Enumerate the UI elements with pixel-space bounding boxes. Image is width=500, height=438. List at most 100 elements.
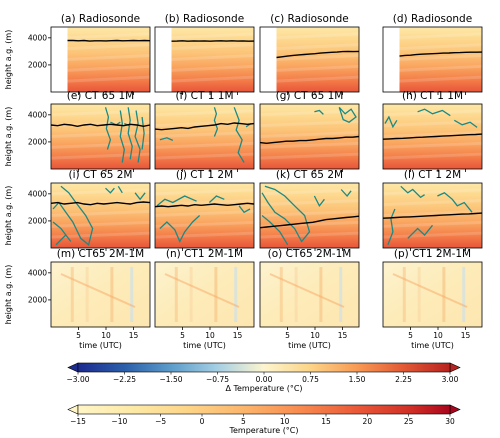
- row-y-label: height a.g. (m): [4, 265, 13, 325]
- panel-title: (j) CT 1 2M: [176, 169, 233, 181]
- y-tick-label: 4000: [28, 268, 47, 277]
- colorbar-tick-label: 1.50: [349, 375, 366, 384]
- isotherm-band: [50, 188, 151, 196]
- x-axis-label: time (UTC): [79, 341, 122, 350]
- x-tick-label: 5: [180, 331, 185, 340]
- isotherm-band: [67, 43, 151, 51]
- panel-h: (h) CT 1 1M: [382, 90, 483, 172]
- colorbar-tick-label: −1.50: [160, 375, 183, 384]
- panel-c: (c) Radiosonde: [259, 13, 360, 95]
- colorbar-tick-label: 10: [280, 417, 290, 426]
- boundary-layer-line: [382, 212, 483, 219]
- boundary-layer-line: [50, 201, 151, 206]
- panel-o: (o) CT65 2M-1M 5 10 15: [259, 248, 360, 340]
- y-tick-label: 4000: [28, 189, 47, 198]
- panel-p: (p) CT1 2M-1M 5 10 15: [382, 248, 483, 340]
- boundary-layer-line: [50, 123, 151, 128]
- boundary-layer-line: [259, 135, 360, 145]
- isotherm-band: [399, 64, 483, 72]
- cloud-contour: [238, 205, 251, 214]
- x-tick-label: 10: [205, 331, 215, 340]
- isotherm-band: [154, 120, 255, 128]
- panel-l: (l) CT 1 2M: [382, 169, 483, 251]
- isotherm-band: [382, 109, 483, 117]
- isotherm-band: [399, 32, 483, 40]
- colorbar-extend-low: [67, 362, 79, 373]
- delta-diagonal: [60, 273, 136, 308]
- x-tick-label: 10: [310, 331, 320, 340]
- isotherm-band: [154, 210, 255, 217]
- isotherm-band: [276, 64, 360, 72]
- panel-frame: [154, 182, 255, 249]
- isotherm-band: [276, 43, 360, 51]
- panel-grid: (a) Radiosonde 2000 4000 (b) Radiosonde (c) …: [28, 13, 483, 340]
- x-tick-label: 5: [408, 331, 413, 340]
- x-tick-label: 10: [101, 331, 111, 340]
- isotherm-band: [259, 152, 360, 160]
- x-tick-label: 5: [76, 331, 81, 340]
- cloud-contour: [314, 109, 324, 115]
- isotherm-band: [154, 141, 255, 149]
- isotherm-band: [259, 231, 360, 239]
- delta-streak: [402, 267, 406, 322]
- delta-streak: [70, 267, 74, 322]
- temperature-field: [171, 27, 254, 92]
- colorbar-tick-label: 15: [321, 417, 331, 426]
- isotherm-band: [382, 231, 483, 239]
- x-tick-label: 15: [233, 331, 243, 340]
- delta-streak: [442, 267, 446, 322]
- x-tick-label: 15: [129, 331, 139, 340]
- panel-d: (d) Radiosonde: [382, 13, 483, 95]
- colorbar-tick-label: 0.75: [302, 375, 319, 384]
- isotherm-band: [399, 54, 483, 61]
- colorbar-delta: −3.00 −2.25 −1.50 −0.75 0.00 0.75 1.50 2.25 3.00…: [67, 362, 461, 393]
- cloud-contour: [453, 119, 478, 128]
- delta-field: [155, 262, 254, 327]
- colorbar-tick-label: 0.00: [256, 375, 273, 384]
- colorbar-tick-label: 25: [404, 417, 414, 426]
- isotherm-band: [67, 54, 151, 61]
- row-y-label: height a.g. (m): [4, 186, 13, 246]
- temperature-field: [260, 183, 359, 248]
- isotherm-band: [171, 64, 255, 72]
- isotherm-band: [382, 141, 483, 149]
- panel-frame: [259, 26, 360, 93]
- cloud-contour: [159, 215, 201, 244]
- panel-title: (i) CT 65 2M: [69, 169, 133, 181]
- boundary-layer-line: [259, 215, 360, 229]
- cloud-contour: [52, 221, 72, 246]
- colorbar-tick-label: 30: [445, 417, 455, 426]
- colorbar-extend-low: [67, 404, 79, 415]
- isotherm-band: [382, 120, 483, 128]
- isotherm-band: [382, 131, 483, 138]
- cloud-contour: [384, 115, 398, 129]
- x-tick-label: 15: [338, 331, 348, 340]
- isotherm-band: [382, 199, 483, 207]
- isotherm-band: [399, 43, 483, 51]
- delta-diagonal: [392, 273, 468, 308]
- isotherm-band: [259, 210, 360, 217]
- isotherm-band: [382, 220, 483, 228]
- temperature-field: [67, 27, 150, 92]
- row-y-labels: height a.g. (m) height a.g. (m) height a.g…: [4, 30, 13, 325]
- y-tick-label: 2000: [28, 216, 47, 225]
- panel-frame: [50, 261, 151, 328]
- isotherm-band: [259, 199, 360, 207]
- cloud-contour: [105, 185, 123, 194]
- panel-j: (j) CT 1 2M: [154, 169, 255, 251]
- isotherm-band: [276, 32, 360, 40]
- isotherm-band: [154, 109, 255, 117]
- cloud-contour: [340, 189, 352, 198]
- delta-streak: [85, 267, 89, 322]
- panel-b: (b) Radiosonde: [154, 13, 255, 95]
- delta-streak: [294, 267, 298, 322]
- panel-frame: [154, 26, 255, 93]
- delta-streak: [110, 267, 114, 322]
- x-tick-label: 10: [433, 331, 443, 340]
- delta-streak: [214, 267, 218, 322]
- colorbar-extend-high: [449, 362, 461, 373]
- y-tick-label: 2000: [28, 137, 47, 146]
- panel-title: (g) CT 65 1M: [276, 90, 344, 102]
- cloud-contour: [338, 106, 357, 123]
